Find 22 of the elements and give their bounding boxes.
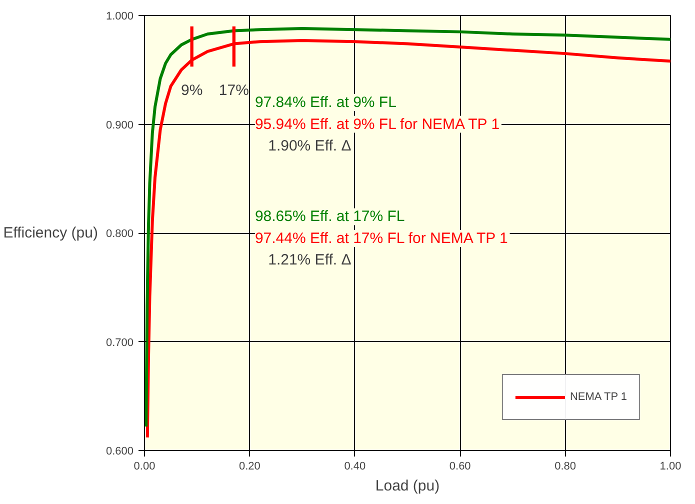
y-tick-label: 0.800 [106,228,134,240]
y-tick-label: 0.600 [106,446,134,458]
x-tick-label: 0.80 [554,460,576,472]
annotation: 1.21% Eff. Δ [268,252,352,269]
annotation: 1.90% Eff. Δ [268,138,352,154]
legend-label: NEMA TP 1 [570,391,627,403]
x-tick-label: 1.00 [660,460,682,472]
y-axis-title: Efficiency (pu) [3,224,98,242]
x-tick-label: 0.20 [238,460,260,472]
annotation: 97.84% Eff. at 9% FL [254,94,396,111]
annotation: 98.65% Eff. at 17% FL [254,208,405,226]
x-tick-label: 0.60 [449,460,471,472]
y-tick-label: 0.700 [106,336,134,349]
annotation: 9% [181,82,203,100]
annotation: 95.94% Eff. at 9% FL for NEMA TP 1 [254,116,500,133]
y-tick-label: 0.900 [106,119,134,132]
annotation: 97.44% Eff. at 17% FL for NEMA TP 1 [254,230,508,247]
y-tick-label: 1.000 [106,10,134,22]
annotation: 17% [218,82,249,100]
x-tick-label: 0.00 [134,460,156,472]
x-tick-label: 0.40 [344,460,366,472]
x-axis-title: Load (pu) [375,478,440,494]
